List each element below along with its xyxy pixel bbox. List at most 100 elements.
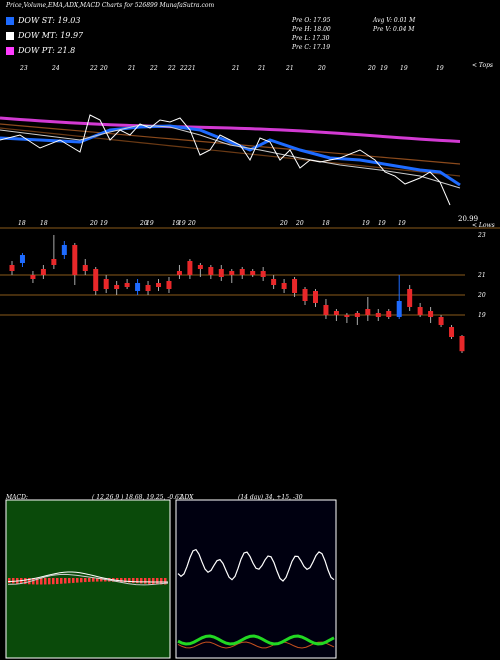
legend-label-pt: DOW PT: 21.8 <box>18 46 76 55</box>
macd-hist-bar-0 <box>8 578 11 583</box>
candle-body-20 <box>218 269 224 277</box>
macd-hist-bar-11 <box>52 578 55 585</box>
price-level-label-3: 19 <box>478 312 486 319</box>
top-label-1: 24 <box>51 65 60 72</box>
macd-hist-bar-21 <box>92 578 95 582</box>
top-label-12: 20 <box>317 65 326 72</box>
legend-swatch-mt <box>6 32 14 40</box>
stat-pre-vol: Pre V: 0.04 M <box>373 26 415 33</box>
candle-body-30 <box>323 305 329 315</box>
price-line <box>0 114 451 206</box>
macd-signal-line <box>7 573 169 586</box>
candle-body-34 <box>365 309 371 315</box>
adx-minus-di-line <box>177 641 335 649</box>
macd-hist-bar-7 <box>36 578 39 585</box>
adx-panel-bg <box>175 499 337 659</box>
macd-hist-bar-29 <box>124 578 127 583</box>
macd-hist-bar-1 <box>12 578 15 584</box>
adx-plus-di-line <box>177 634 335 646</box>
macd-hist-bar-23 <box>100 578 103 582</box>
candle-body-43 <box>459 336 465 352</box>
low-label-9: 20 <box>279 220 288 227</box>
macd-hist-bar-38 <box>160 578 163 585</box>
low-label-5: 19 <box>146 220 154 227</box>
top-label-10: 21 <box>257 65 266 72</box>
macd-hist-bar-8 <box>40 578 43 585</box>
macd-hist-bar-22 <box>96 578 99 582</box>
candle-body-22 <box>239 269 245 275</box>
candle-body-28 <box>302 289 308 301</box>
candle-body-11 <box>124 283 130 287</box>
candle-body-9 <box>103 279 109 289</box>
legend-label-st: DOW ST: 19.03 <box>18 16 81 25</box>
legend-swatch-st <box>6 17 14 25</box>
price-level-label-1: 21 <box>477 272 486 279</box>
adx-values: (14 day) 34, +15, -30 <box>238 494 303 501</box>
candle-body-17 <box>187 261 193 275</box>
adx-title: ADX <box>180 494 194 501</box>
macd-values: ( 12,26,9 ) 18.68, 19.25, -0.62 <box>92 494 183 501</box>
low-label-4: 20 <box>139 220 148 227</box>
candle-body-25 <box>271 279 277 285</box>
last-value: 20.99 <box>458 215 479 223</box>
top-label-2: 22 <box>89 65 98 72</box>
stat-low: Pre L: 17.30 <box>292 35 330 42</box>
macd-line <box>7 571 169 583</box>
low-label-10: 20 <box>295 220 304 227</box>
candle-body-7 <box>82 265 88 271</box>
macd-hist-bar-30 <box>128 578 131 583</box>
top-label-5: 22 <box>149 65 158 72</box>
macd-hist-bar-32 <box>136 578 139 584</box>
legend-dow-pt: DOW PT: 21.8 <box>6 46 75 55</box>
low-label-12: 19 <box>362 220 370 227</box>
macd-title: MACD: <box>6 494 28 501</box>
macd-hist-bar-17 <box>76 578 79 583</box>
top-label-8: 21 <box>187 65 196 72</box>
ema-brown-line-1 <box>0 123 461 165</box>
top-label-3: 20 <box>99 65 108 72</box>
candle-body-5 <box>61 245 67 255</box>
macd-hist-bar-6 <box>32 578 35 585</box>
candle-body-32 <box>344 315 350 317</box>
candle-body-16 <box>176 271 182 275</box>
candle-body-31 <box>333 311 339 315</box>
low-label-2: 20 <box>89 220 98 227</box>
price-level-label-0: 23 <box>477 232 486 239</box>
stat-open: Pre O: 17.95 <box>292 17 331 24</box>
low-label-1: 18 <box>40 220 48 227</box>
ema-mt-line <box>0 124 461 189</box>
candle-body-42 <box>449 327 455 337</box>
adx-line <box>177 548 335 582</box>
top-label-11: 21 <box>285 65 294 72</box>
top-label-13: 20 <box>367 65 376 72</box>
top-label-16: 19 <box>436 65 444 72</box>
candle-body-19 <box>208 267 214 275</box>
top-label-7: 22 <box>179 65 188 72</box>
macd-hist-bar-36 <box>152 578 155 585</box>
candle-body-1 <box>19 255 25 263</box>
candle-body-12 <box>135 283 141 291</box>
stat-close: Pre C: 17.19 <box>292 44 331 51</box>
candle-body-2 <box>30 275 36 279</box>
macd-hist-bar-14 <box>64 578 67 584</box>
macd-hist-bar-15 <box>68 578 71 584</box>
candle-body-35 <box>375 313 381 317</box>
macd-hist-bar-39 <box>164 578 167 585</box>
macd-hist-bar-13 <box>60 578 63 584</box>
macd-hist-bar-37 <box>156 578 159 585</box>
lows-label: < Lows <box>472 222 495 229</box>
candle-body-21 <box>229 271 235 275</box>
price-level-label-2: 20 <box>477 292 486 299</box>
stat-high: Pre H: 18.00 <box>292 26 331 33</box>
top-label-14: 19 <box>380 65 388 72</box>
candle-body-40 <box>428 311 434 317</box>
candle-body-4 <box>51 259 57 265</box>
top-label-0: 23 <box>19 65 28 72</box>
stat-avg-vol: Avg V: 0.01 M <box>373 17 416 24</box>
macd-hist-bar-20 <box>88 578 91 582</box>
macd-hist-bar-34 <box>144 578 147 584</box>
low-label-0: 18 <box>18 220 26 227</box>
legend-label-mt: DOW MT: 19.97 <box>18 31 84 40</box>
candle-body-18 <box>197 265 203 269</box>
